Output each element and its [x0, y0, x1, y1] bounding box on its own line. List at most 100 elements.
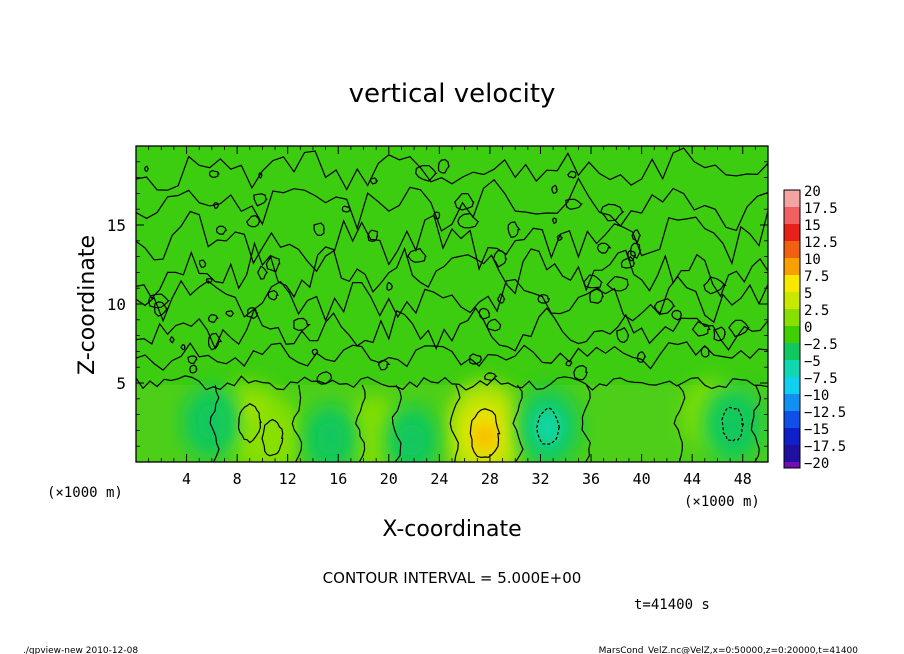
y-tick-label: 15 [107, 216, 126, 235]
contour-ring [169, 336, 176, 344]
colorbar-label: −5 [804, 354, 821, 370]
contour-plume [449, 384, 461, 462]
colorbar-label: 12.5 [804, 235, 838, 251]
colorbar-label: 5 [804, 286, 812, 302]
contour-ring [567, 170, 577, 179]
contour-ring [225, 310, 235, 317]
contour-ring [208, 169, 220, 178]
contour-ring [620, 256, 636, 269]
contour-ring [507, 221, 521, 238]
contour-ring [606, 275, 630, 292]
contour-ring [492, 249, 508, 268]
contour-plume [581, 384, 591, 462]
colorbar-cell [784, 377, 800, 394]
contour-ring [437, 158, 451, 174]
contour-ring [496, 293, 506, 304]
contour-ring [316, 371, 333, 385]
contour-ring [468, 353, 483, 365]
colorbar-cell [784, 309, 800, 326]
contour-ring [671, 309, 683, 321]
contour-ring [537, 294, 551, 304]
x-tick-label: 40 [633, 470, 651, 488]
y-tick-label: 5 [116, 374, 126, 393]
contour-line [136, 210, 768, 273]
contour-ring [205, 277, 213, 284]
contour-ring [636, 351, 647, 363]
colorbar-cell [784, 258, 800, 275]
y-axis: 5 10 15 [107, 161, 768, 447]
colorbar-cell [784, 394, 800, 411]
contour-ring [713, 326, 726, 342]
contour-ring [469, 408, 501, 459]
contour-ring [198, 259, 207, 268]
anomaly-peak [476, 423, 494, 450]
contour-ring [246, 307, 259, 320]
anomaly-core [398, 422, 425, 458]
contour-plume [673, 384, 686, 462]
colorbar: 2017.51512.5107.552.50−2.5−5−7.5−10−12.5… [783, 184, 846, 472]
contour-ring [311, 348, 319, 356]
contour-ring [454, 192, 475, 211]
x-tick-label: 44 [683, 470, 701, 488]
plot-area [136, 146, 768, 462]
contour-lines [136, 147, 768, 462]
contour-ring [536, 407, 561, 445]
colorbar-cell [784, 190, 800, 207]
contour-ring [367, 229, 379, 242]
anomaly-core [317, 421, 344, 456]
x-tick-label: 48 [734, 470, 752, 488]
colorbar-cell [784, 462, 800, 468]
colorbar-cell [784, 343, 800, 360]
contour-ring [369, 177, 379, 185]
colorbar-frame [783, 189, 801, 469]
colorbar-cell [784, 326, 800, 343]
contour-line [136, 147, 768, 191]
colorbar-cell [784, 411, 800, 428]
contour-ring [596, 242, 612, 254]
contour-ring [631, 229, 642, 244]
colorbar-label: −17.5 [804, 439, 846, 455]
contour-plume [512, 384, 524, 462]
contour-line [136, 375, 768, 391]
contour-ring [691, 321, 711, 337]
colorbar-label: −20 [804, 456, 829, 472]
contour-ring [207, 332, 223, 351]
x-tick-label: 36 [582, 470, 600, 488]
contour-ring [551, 184, 558, 194]
contour-ring [703, 276, 727, 295]
contour-ring [565, 360, 573, 367]
contour-ring [478, 307, 490, 320]
contour-ring [629, 242, 642, 259]
chart-title: vertical velocity [349, 79, 556, 109]
x-tick-label: 28 [481, 470, 499, 488]
contour-ring [700, 346, 710, 358]
contour-line [136, 306, 768, 352]
colorbar-cell [784, 292, 800, 309]
footer-left: ./gpview-new 2010-12-08 [23, 646, 138, 654]
contour-ring [258, 172, 263, 179]
contour-line [136, 275, 768, 324]
colorbar-cell [784, 275, 800, 292]
x-tick-label: 24 [430, 470, 448, 488]
contour-plume [291, 384, 303, 462]
contour-ring [457, 212, 480, 229]
contour-ring [261, 418, 284, 457]
contour-ring [215, 225, 228, 236]
x-tick-label: 16 [329, 470, 347, 488]
contour-plume [391, 384, 403, 462]
x-axis: 4 8 12 16 20 24 28 32 36 40 44 48 [148, 146, 756, 488]
colorbar-label: 20 [804, 184, 821, 200]
x-tick-label: 12 [279, 470, 297, 488]
contour-line [136, 241, 768, 300]
contour-ring [565, 198, 583, 210]
y-tick-label: 10 [107, 295, 126, 314]
contour-line [136, 341, 768, 371]
x-unit-right: (×1000 m) [684, 494, 760, 510]
contour-ring [433, 211, 441, 220]
x-tick-label: 32 [531, 470, 549, 488]
contour-ring [253, 193, 268, 207]
y-axis-label: Z-coordinate [75, 235, 100, 375]
contour-ring [267, 289, 279, 301]
contour-ring [377, 359, 391, 371]
